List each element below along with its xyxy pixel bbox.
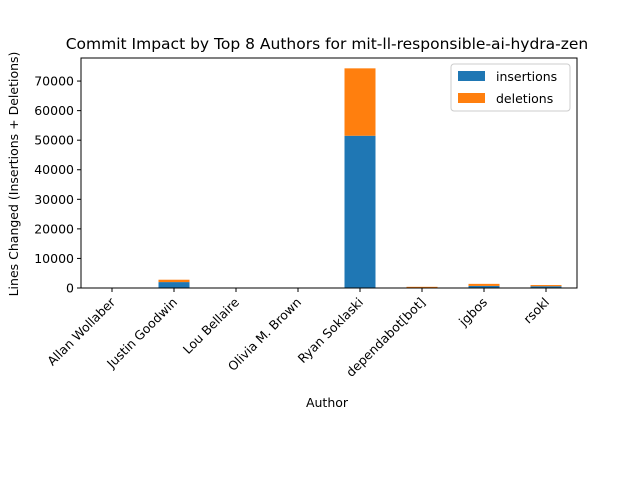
- y-axis-ticks: 0 10000 20000 30000 40000 50000 60000 70000: [34, 74, 81, 296]
- legend-label-insertions: insertions: [496, 69, 557, 84]
- y-tick-label: 10000: [34, 251, 74, 266]
- bar-insertions: [158, 282, 190, 288]
- y-axis-title-group: Lines Changed (Insertions + Deletions): [6, 52, 21, 297]
- y-tick-label: 30000: [34, 192, 74, 207]
- bar-deletions: [406, 286, 438, 288]
- bar-insertions: [530, 286, 562, 288]
- plot-frame: [80, 57, 578, 289]
- bars: [96, 68, 562, 288]
- y-tick-label: 70000: [34, 74, 74, 89]
- legend: insertions deletions: [450, 63, 571, 112]
- bar-deletions: [468, 283, 500, 286]
- x-tick-label: jgbos: [455, 295, 490, 330]
- y-tick-label: 20000: [34, 221, 74, 236]
- y-tick-label: 40000: [34, 162, 74, 177]
- y-tick-label: 0: [66, 281, 74, 296]
- x-axis-title: Author: [306, 395, 349, 410]
- x-tick-label: Lou Bellaire: [180, 294, 243, 357]
- y-axis-title: Lines Changed (Insertions + Deletions): [6, 52, 21, 297]
- y-tick-label: 60000: [34, 103, 74, 118]
- bar-deletions: [158, 279, 190, 283]
- bar-deletions: [530, 285, 562, 287]
- legend-label-deletions: deletions: [496, 91, 553, 106]
- bar-deletions: [344, 68, 376, 136]
- legend-swatch-insertions: [458, 71, 485, 81]
- legend-swatch-deletions: [458, 93, 485, 103]
- x-tick-label: rsokl: [520, 295, 552, 327]
- bar-insertions: [344, 135, 376, 288]
- y-tick-label: 50000: [34, 133, 74, 148]
- chart-title: Commit Impact by Top 8 Authors for mit-l…: [66, 35, 589, 53]
- bar-insertions: [468, 285, 500, 288]
